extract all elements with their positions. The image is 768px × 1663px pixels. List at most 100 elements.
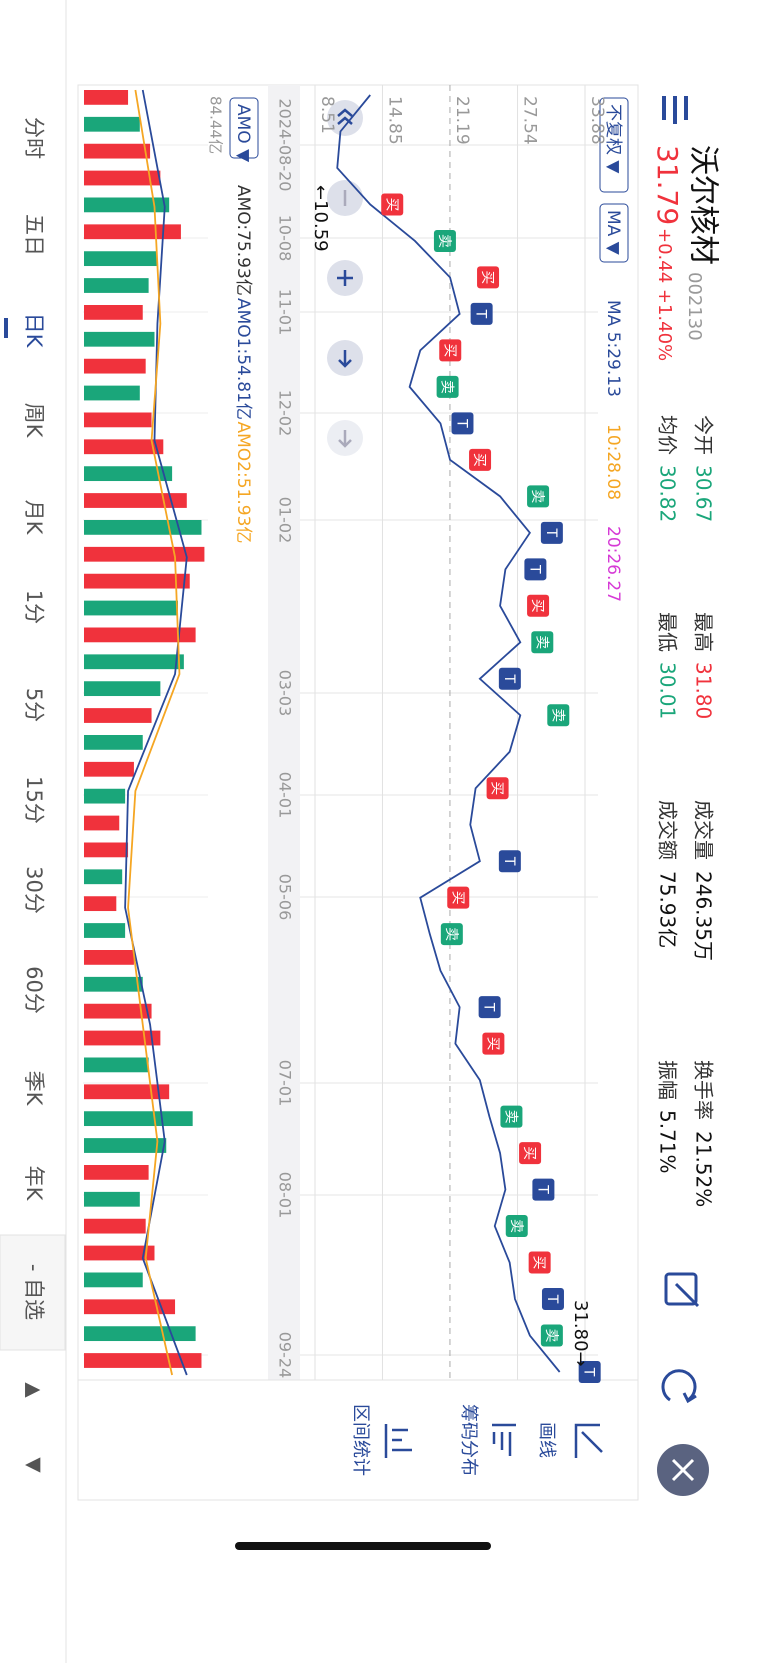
- tab[interactable]: 五日: [22, 214, 46, 256]
- volume-bar: [84, 466, 173, 482]
- signal-marker: [531, 631, 554, 654]
- signal-marker: [482, 1032, 505, 1055]
- amo-button[interactable]: [229, 97, 259, 159]
- stat-value: 5.71%: [656, 1110, 680, 1174]
- x-tick-label: 11-01: [276, 289, 295, 336]
- volume-bar: [84, 197, 170, 213]
- signal-marker: [498, 667, 521, 690]
- volume-bar: [83, 1245, 155, 1261]
- signal-label: 买: [383, 197, 399, 211]
- volume-bar: [83, 331, 155, 347]
- y-tick-label: 14.85: [384, 96, 404, 145]
- signal-marker: [433, 229, 456, 252]
- x-tick-label: 2024-08-20: [276, 99, 295, 192]
- signal-marker: [436, 375, 459, 398]
- close-button[interactable]: [657, 1444, 709, 1496]
- volume-bar: [83, 735, 143, 750]
- stat-label: 今开: [692, 415, 716, 455]
- tab[interactable]: 周K: [22, 403, 46, 439]
- x-tick-label: 08-01: [276, 1172, 295, 1219]
- tab[interactable]: 60分: [22, 966, 46, 1014]
- amo-value: AMO1:54.81亿: [233, 298, 253, 420]
- signal-marker: [527, 594, 550, 617]
- menu-icon[interactable]: [662, 96, 688, 124]
- tab[interactable]: 分时: [22, 117, 46, 159]
- signal-label: 买: [471, 453, 487, 467]
- y-tick-label: 33.88: [587, 96, 607, 145]
- x-tick-label: 03-03: [276, 670, 295, 717]
- signal-marker: [527, 485, 550, 508]
- tab[interactable]: 5分: [22, 688, 46, 722]
- signal-marker: [478, 996, 501, 1019]
- volume-bar: [84, 788, 126, 804]
- stock-code: 002130: [684, 272, 705, 341]
- tab[interactable]: 季K: [22, 1071, 46, 1107]
- volume-bar: [83, 1353, 202, 1368]
- stat-label: 成交额: [656, 800, 680, 860]
- stat-value: 30.82: [656, 465, 680, 522]
- volume-bar: [83, 385, 140, 401]
- signal-label: 买: [484, 1037, 500, 1051]
- stat-value: 30.67: [692, 465, 716, 522]
- signal-marker: [451, 412, 474, 435]
- amo-legend: AMO ▼: [233, 104, 253, 163]
- signal-label: 买: [521, 1146, 537, 1160]
- nav-up[interactable]: ▲: [23, 1382, 47, 1398]
- signal-label: 买: [531, 1256, 547, 1270]
- tool-label[interactable]: 画线: [536, 1422, 557, 1458]
- signal-marker: [524, 558, 547, 581]
- chart-panel: [77, 84, 639, 1501]
- signal-marker: [440, 923, 463, 946]
- amo-value: AMO2:51.93亿: [233, 422, 253, 544]
- signal-marker: [469, 448, 492, 471]
- x-tick-label: 09-24: [276, 1332, 295, 1379]
- volume-bar: [84, 1218, 146, 1234]
- volume-bar: [83, 1299, 176, 1315]
- tab[interactable]: 15分: [22, 776, 46, 824]
- signal-label: T: [534, 1184, 550, 1194]
- volume-bar: [84, 251, 158, 267]
- tab[interactable]: 30分: [22, 866, 46, 914]
- volume-bar: [83, 90, 129, 105]
- stat-value: 21.52%: [692, 1131, 716, 1207]
- watch-button[interactable]: - 自选: [22, 1264, 46, 1320]
- volume-bar: [83, 1272, 143, 1288]
- signal-label: 买: [529, 599, 545, 613]
- nav-down[interactable]: ▼: [23, 1457, 47, 1473]
- signal-label: 卖: [436, 234, 452, 248]
- tab[interactable]: 日K: [22, 313, 46, 349]
- signal-marker: [505, 1215, 528, 1238]
- price-line: [336, 94, 561, 1373]
- share-icon[interactable]: [664, 1272, 700, 1308]
- stock-price: 31.79: [651, 145, 684, 225]
- refresh-icon[interactable]: [661, 1369, 697, 1404]
- tool-icons[interactable]: [384, 1423, 603, 1458]
- signal-label: 买: [489, 781, 505, 795]
- ma-value: 10:28.08: [603, 424, 623, 500]
- signal-marker: [578, 1361, 601, 1383]
- watch-box[interactable]: [0, 1234, 66, 1351]
- tab[interactable]: 年K: [22, 1166, 46, 1202]
- volume-bar: [84, 627, 196, 643]
- volume-bar: [84, 950, 134, 965]
- volume-bar: [83, 412, 152, 428]
- date-strip: [268, 85, 300, 1380]
- volume-bar: [83, 1191, 140, 1207]
- volume-bar: [83, 573, 190, 589]
- indicator-button[interactable]: [599, 203, 629, 263]
- ma-value: 20:26.27: [603, 526, 623, 602]
- y-tick-label: 21.19: [452, 96, 472, 145]
- x-tick-label: 04-01: [276, 772, 295, 819]
- volume-bar: [83, 1138, 167, 1153]
- tab[interactable]: 月K: [22, 500, 46, 536]
- indicator-label: MA ▼: [603, 210, 623, 256]
- signal-label: 卖: [439, 380, 455, 394]
- volume-bar: [83, 842, 129, 858]
- signal-label: 卖: [533, 635, 549, 649]
- adjust-button[interactable]: [599, 97, 629, 193]
- signal-marker: [541, 1288, 564, 1311]
- tool-label[interactable]: 区间统计: [350, 1404, 371, 1476]
- tool-label[interactable]: 筹码分布: [458, 1404, 479, 1476]
- tab[interactable]: 1分: [22, 590, 46, 624]
- zoom-icons: [337, 108, 353, 448]
